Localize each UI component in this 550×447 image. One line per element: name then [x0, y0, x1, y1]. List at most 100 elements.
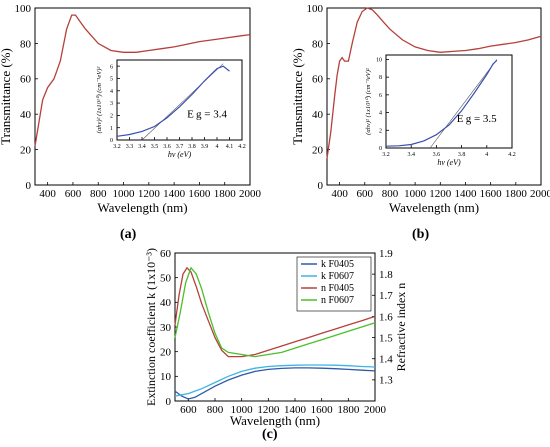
panel-c-y2tick-label: 1.3 [379, 375, 393, 387]
panel-b-inset-ytick-label: 0 [379, 146, 382, 152]
panel-a-ytick-label: 80 [20, 38, 32, 50]
panel-b-ytick-label: 100 [307, 3, 324, 15]
panel-a-ytick-label: 40 [20, 109, 32, 121]
panel-b-inset-annotation: E g = 3.5 [457, 113, 497, 125]
panel-b-ytick-label: 60 [312, 74, 324, 86]
panel-b-ytick-label: 20 [312, 144, 324, 156]
panel-c-legend [296, 256, 372, 312]
panel-a-inset-data-line [116, 65, 230, 137]
panel-b-xtick-label: 1600 [480, 188, 503, 200]
panel-b-ytick-label: 80 [312, 38, 324, 50]
panel-a-inset-xlabel: hν (eV) [168, 150, 192, 159]
panel-a-xtick-label: 2000 [239, 188, 262, 200]
panel-a-inset-ytick-label: 6 [110, 64, 113, 70]
panel-c-legend-label: n F0405 [321, 283, 354, 294]
panel-c-ytick-label: 40 [160, 297, 172, 309]
panel-b-xtick-label: 600 [357, 188, 374, 200]
panel-c-y2tick-label: 1.4 [379, 354, 393, 366]
panel-c-xtick-label: 1200 [257, 404, 280, 416]
panel-c-xtick-label: 1400 [284, 404, 307, 416]
panel-a-inset-xtick-label: 4.1 [226, 144, 234, 150]
panel-c-ytick-label: 60 [160, 248, 172, 260]
panel-c-y2tick-label: 1.6 [379, 311, 393, 323]
panel-b-inset-ytick-label: 10 [376, 58, 382, 64]
panel-a-inset-ytick-label: 2 [110, 113, 113, 119]
panel-b-ytick-label: 40 [312, 109, 324, 121]
panel-c-ylabel: Extinction coefficient k (1x10⁻³) [144, 248, 158, 406]
panel-b-xtick-label: 2000 [530, 188, 550, 200]
panel-b-inset-bg [386, 55, 512, 148]
panel-a-inset-xtick-label: 3.9 [201, 144, 209, 150]
panel-a-inset-xtick-label: 4 [216, 144, 219, 150]
panel-c-legend-label: n F0607 [321, 295, 354, 306]
panel-b-inset-xtick-label: 4 [485, 152, 488, 158]
panel-b-series-line [326, 7, 542, 159]
panel-b-xtick-label: 1400 [454, 188, 477, 200]
panel-c-y2tick-label: 1.8 [379, 269, 393, 281]
panel-a-inset-xtick-label: 3.4 [138, 144, 146, 150]
panel-a-inset-annotation: E g = 3.4 [187, 109, 227, 121]
panel-b-inset-xtick-label: 3.2 [382, 152, 390, 158]
panel-b-inset-ytick-label: 6 [379, 93, 382, 99]
panel-c-xtick-label: 1000 [231, 404, 254, 416]
panel-c-xtick-label: 1800 [337, 404, 360, 416]
panel-c-y2tick-label: 1.9 [379, 248, 393, 260]
panel-b-inset-xtick-label: 3.6 [433, 152, 441, 158]
panel-c-ytick-label: 0 [166, 396, 172, 408]
panel-a-ytick-label: 100 [15, 3, 32, 15]
panel-a-inset-xtick-label: 3.3 [126, 144, 134, 150]
panel-b-xtick-label: 1200 [429, 188, 452, 200]
panel-a-xtick-label: 800 [90, 188, 107, 200]
panel-c-series-k-f0607 [174, 364, 376, 397]
panel-c-legend-label: k F0405 [321, 259, 354, 270]
panel-a-inset-xtick-label: 3.5 [151, 144, 159, 150]
panel-c-y2label: Refractive index n [394, 283, 408, 372]
panel-b-xtick-label: 1800 [505, 188, 528, 200]
caption-c: (c) [262, 427, 278, 442]
panel-b-xtick-label: 800 [382, 188, 399, 200]
panel-a-xlabel: Wavelength (nm) [97, 200, 187, 215]
panel-a-inset-ytick-label: 4 [110, 89, 113, 95]
panel-a-inset-xtick-label: 3.7 [176, 144, 184, 150]
panel-a-ytick-label: 0 [26, 180, 32, 192]
panel-b-inset-ytick-label: 8 [379, 75, 382, 81]
panel-a-xtick-label: 1200 [138, 188, 161, 200]
panel-a-ylabel: Transmittance (%) [0, 48, 13, 145]
panel-b-inset-axes [385, 54, 513, 149]
panel-c-xtick-label: 2000 [364, 404, 387, 416]
panel-b-ylabel: Transmittance (%) [290, 48, 305, 145]
panel-a-inset-ytick-label: 0 [110, 138, 113, 144]
panel-a-inset-ytick-label: 1 [110, 126, 113, 132]
panel-b-inset-ytick-label: 4 [379, 111, 382, 117]
panel-a-axes [34, 7, 251, 186]
panel-b-inset-ytick-label: 2 [379, 128, 382, 134]
panel-b-xlabel: Wavelength (nm) [389, 200, 479, 215]
panel-c-legend-label: k F0607 [321, 271, 354, 282]
panel-a-xtick-label: 400 [39, 188, 56, 200]
panel-b-inset-fit-line [429, 59, 498, 149]
panel-a-inset-ytick-label: 3 [110, 101, 113, 107]
caption-b: (b) [412, 227, 430, 242]
panel-b-inset-xtick-label: 4.2 [508, 152, 516, 158]
panel-a-xtick-label: 1400 [163, 188, 186, 200]
panel-a-inset-xtick-label: 3.2 [113, 144, 121, 150]
panel-c-ytick-label: 30 [160, 322, 172, 334]
panel-c-series-n-f0405 [174, 266, 376, 358]
panel-b-inset-xtick-label: 3.8 [458, 152, 466, 158]
panel-c-xtick-label: 600 [180, 404, 197, 416]
panel-b-inset-ylabel: (αhν)² (1x10¹⁰) (cm⁻¹eV)² [365, 67, 372, 135]
panel-c-xtick-label: 1600 [311, 404, 334, 416]
panel-b-xtick-label: 1000 [404, 188, 427, 200]
panel-a-ytick-label: 20 [20, 144, 32, 156]
panel-b-inset-xtick-label: 3.4 [407, 152, 415, 158]
panel-a-inset-ylabel: (αhν)² (1x10¹⁰) (cm⁻¹eV)² [96, 66, 103, 134]
panel-a-xtick-label: 1600 [188, 188, 211, 200]
panel-a-xtick-label: 600 [65, 188, 82, 200]
caption-a: (a) [120, 227, 137, 242]
panel-a-xtick-label: 1800 [214, 188, 237, 200]
panel-c-ytick-label: 50 [160, 273, 172, 285]
panel-a-inset-xtick-label: 3.6 [163, 144, 171, 150]
panel-b-axes [326, 7, 542, 186]
panel-a-inset-bg [117, 60, 242, 140]
